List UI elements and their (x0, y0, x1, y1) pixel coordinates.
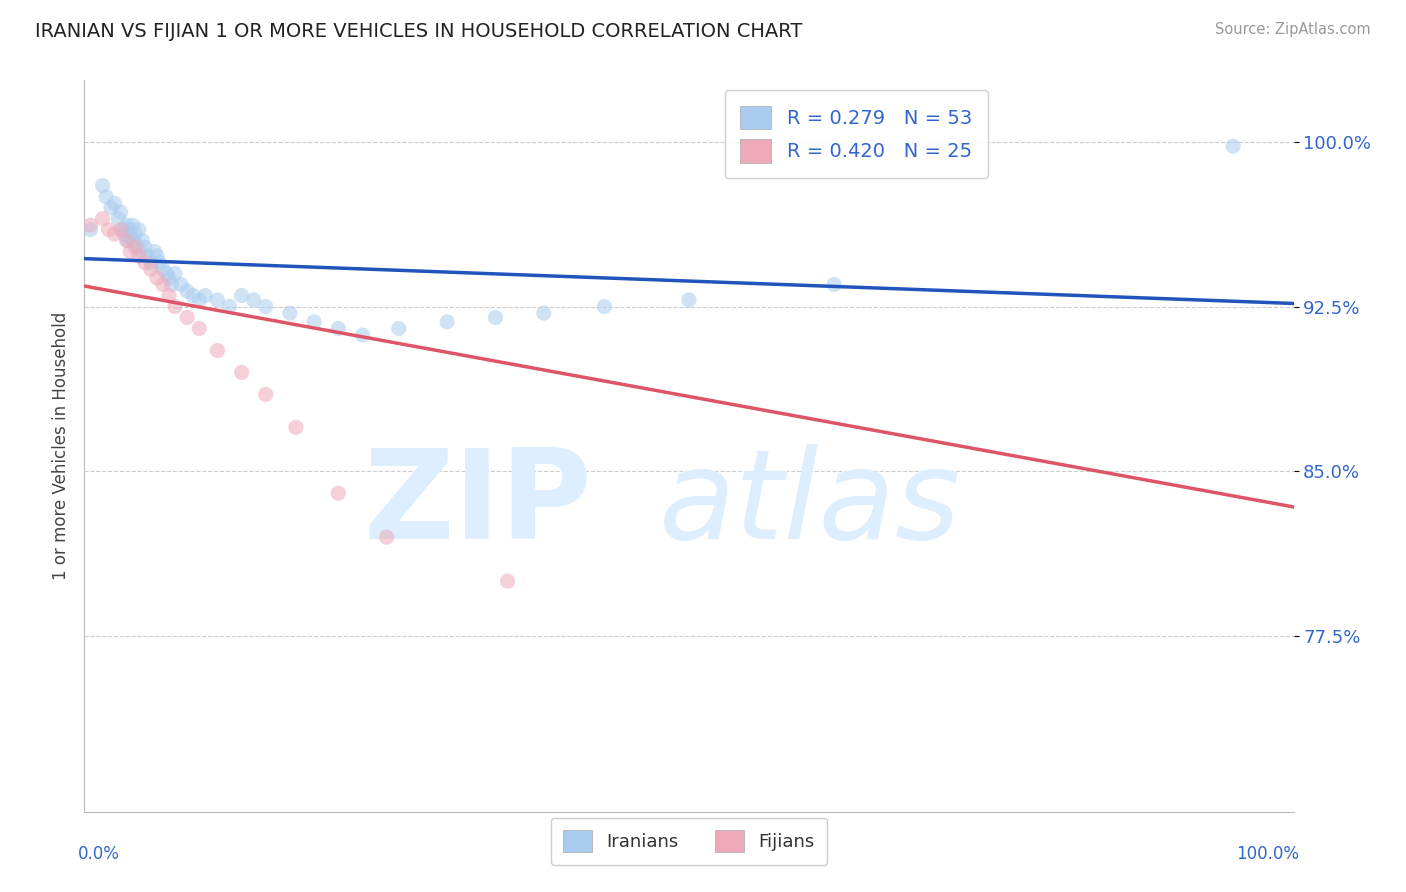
Text: atlas: atlas (659, 444, 960, 565)
Point (124, 227, 146, 241)
Point (117, 234, 139, 248)
Point (97, 222, 120, 236)
Point (121, 234, 143, 248)
Point (328, 321, 350, 335)
Text: Source: ZipAtlas.com: Source: ZipAtlas.com (1215, 22, 1371, 37)
Point (104, 227, 127, 241)
Point (188, 293, 211, 307)
Point (107, 211, 129, 226)
Point (165, 300, 187, 314)
Point (181, 288, 204, 302)
Point (91, 178, 114, 193)
Point (139, 255, 162, 269)
Text: 100.0%: 100.0% (1236, 845, 1299, 863)
Point (254, 300, 277, 314)
Point (124, 240, 146, 254)
Point (157, 288, 180, 302)
Point (533, 306, 555, 320)
Point (139, 262, 162, 277)
Point (231, 366, 253, 380)
Point (678, 293, 700, 307)
Point (120, 229, 142, 244)
Point (79, 222, 101, 236)
Point (207, 293, 229, 307)
Point (120, 244, 142, 259)
Point (155, 267, 177, 281)
Point (134, 255, 156, 269)
Point (170, 277, 193, 292)
Point (242, 293, 264, 307)
Point (375, 530, 398, 544)
Point (823, 277, 845, 292)
Point (110, 205, 132, 219)
Point (152, 277, 174, 292)
Point (284, 420, 308, 434)
Point (593, 300, 616, 314)
Point (218, 300, 240, 314)
Text: 0.0%: 0.0% (79, 845, 120, 863)
Point (188, 321, 211, 335)
Point (94, 190, 117, 204)
Point (176, 284, 198, 298)
Point (128, 249, 150, 263)
Point (128, 222, 150, 236)
Point (231, 288, 253, 302)
Point (152, 262, 174, 277)
Point (143, 244, 166, 259)
Point (352, 328, 374, 343)
Point (496, 574, 519, 588)
Y-axis label: 1 or more Vehicles in Household: 1 or more Vehicles in Household (52, 312, 70, 580)
Point (110, 222, 132, 236)
Point (129, 244, 152, 259)
Point (112, 227, 135, 241)
Point (207, 343, 229, 358)
Point (1222, 139, 1244, 153)
Point (328, 486, 350, 500)
Point (100, 201, 122, 215)
Point (160, 277, 183, 292)
Point (302, 315, 325, 329)
Point (134, 240, 156, 254)
Point (125, 238, 148, 252)
Text: ZIP: ZIP (364, 444, 592, 565)
Point (112, 222, 135, 236)
Point (121, 219, 143, 233)
Point (104, 196, 127, 211)
Point (194, 288, 217, 302)
Legend: Iranians, Fijians: Iranians, Fijians (551, 818, 827, 865)
Point (254, 387, 277, 401)
Point (115, 219, 138, 233)
Point (136, 249, 159, 263)
Point (176, 310, 198, 325)
Point (859, 139, 882, 153)
Point (388, 321, 411, 335)
Point (131, 234, 153, 248)
Point (146, 271, 169, 285)
Point (118, 222, 141, 236)
Point (165, 267, 187, 281)
Point (278, 306, 301, 320)
Point (436, 315, 458, 329)
Point (91, 211, 114, 226)
Point (484, 310, 506, 325)
Point (148, 255, 170, 269)
Point (115, 234, 138, 248)
Point (79, 219, 101, 233)
Text: IRANIAN VS FIJIAN 1 OR MORE VEHICLES IN HOUSEHOLD CORRELATION CHART: IRANIAN VS FIJIAN 1 OR MORE VEHICLES IN … (35, 22, 803, 41)
Point (146, 249, 169, 263)
Point (157, 271, 180, 285)
